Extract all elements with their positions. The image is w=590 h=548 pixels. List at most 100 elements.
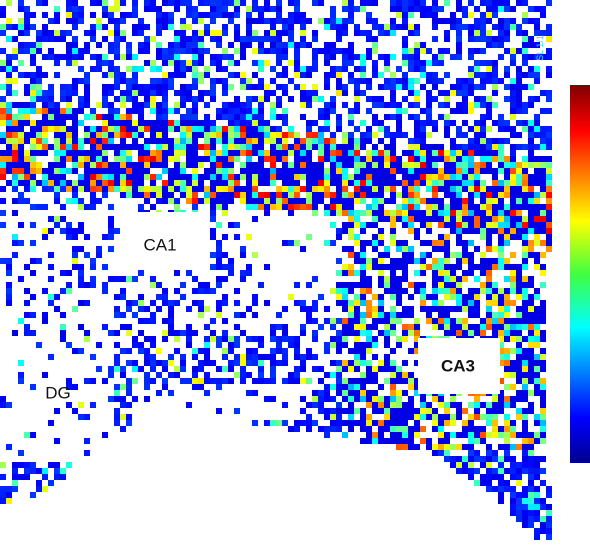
- pixel: [174, 300, 180, 306]
- pixel: [468, 306, 474, 312]
- pixel: [60, 186, 66, 192]
- pixel: [318, 48, 324, 54]
- pixel: [264, 156, 270, 162]
- pixel: [54, 156, 60, 162]
- pixel: [468, 192, 474, 198]
- pixel: [276, 174, 282, 180]
- pixel: [336, 144, 342, 150]
- pixel: [528, 150, 534, 156]
- pixel: [102, 12, 108, 18]
- pixel: [36, 168, 42, 174]
- pixel: [168, 42, 174, 48]
- pixel: [204, 156, 210, 162]
- pixel: [474, 330, 480, 336]
- pixel: [186, 324, 192, 330]
- pixel: [540, 504, 546, 510]
- pixel: [6, 162, 12, 168]
- pixel: [522, 222, 528, 228]
- pixel: [462, 12, 468, 18]
- pixel: [372, 96, 378, 102]
- pixel: [54, 438, 60, 444]
- pixel: [390, 330, 396, 336]
- pixel: [516, 444, 522, 450]
- pixel: [126, 168, 132, 174]
- pixel: [396, 318, 402, 324]
- pixel: [384, 426, 390, 432]
- pixel: [402, 72, 408, 78]
- pixel: [54, 12, 60, 18]
- pixel: [318, 162, 324, 168]
- pixel: [348, 312, 354, 318]
- pixel: [210, 378, 216, 384]
- pixel: [402, 210, 408, 216]
- pixel: [240, 246, 246, 252]
- pixel: [150, 174, 156, 180]
- pixel: [252, 336, 258, 342]
- pixel: [120, 12, 126, 18]
- pixel: [336, 402, 342, 408]
- pixel: [228, 18, 234, 24]
- pixel: [174, 90, 180, 96]
- pixel: [72, 138, 78, 144]
- pixel: [276, 0, 282, 6]
- pixel: [6, 492, 12, 498]
- pixel: [108, 366, 114, 372]
- pixel: [96, 66, 102, 72]
- pixel: [204, 342, 210, 348]
- pixel: [234, 24, 240, 30]
- pixel: [216, 42, 222, 48]
- pixel: [378, 192, 384, 198]
- pixel: [462, 84, 468, 90]
- pixel: [438, 54, 444, 60]
- pixel: [150, 78, 156, 84]
- pixel: [126, 132, 132, 138]
- pixel: [504, 318, 510, 324]
- pixel: [360, 222, 366, 228]
- pixel: [540, 162, 546, 168]
- pixel: [132, 126, 138, 132]
- pixel: [432, 120, 438, 126]
- pixel: [36, 162, 42, 168]
- pixel: [390, 306, 396, 312]
- pixel: [90, 150, 96, 156]
- pixel: [540, 414, 546, 420]
- pixel: [84, 174, 90, 180]
- pixel: [498, 432, 504, 438]
- pixel: [96, 156, 102, 162]
- pixel: [300, 204, 306, 210]
- pixel: [468, 312, 474, 318]
- pixel: [432, 24, 438, 30]
- pixel: [402, 12, 408, 18]
- pixel: [450, 420, 456, 426]
- pixel: [174, 54, 180, 60]
- pixel: [534, 192, 540, 198]
- pixel: [474, 480, 480, 486]
- pixel: [354, 54, 360, 60]
- pixel: [444, 432, 450, 438]
- pixel: [540, 312, 546, 318]
- pixel: [504, 360, 510, 366]
- pixel: [342, 30, 348, 36]
- pixel: [294, 372, 300, 378]
- pixel: [132, 96, 138, 102]
- pixel: [492, 300, 498, 306]
- pixel: [84, 72, 90, 78]
- pixel: [66, 102, 72, 108]
- pixel: [42, 108, 48, 114]
- pixel: [504, 276, 510, 282]
- pixel: [540, 168, 546, 174]
- pixel: [348, 174, 354, 180]
- pixel: [288, 18, 294, 24]
- pixel: [432, 414, 438, 420]
- pixel: [276, 84, 282, 90]
- pixel: [546, 24, 552, 30]
- pixel: [366, 204, 372, 210]
- pixel: [444, 288, 450, 294]
- pixel: [204, 360, 210, 366]
- pixel: [288, 78, 294, 84]
- pixel: [120, 348, 126, 354]
- pixel: [516, 414, 522, 420]
- pixel: [390, 162, 396, 168]
- pixel: [444, 330, 450, 336]
- pixel: [444, 246, 450, 252]
